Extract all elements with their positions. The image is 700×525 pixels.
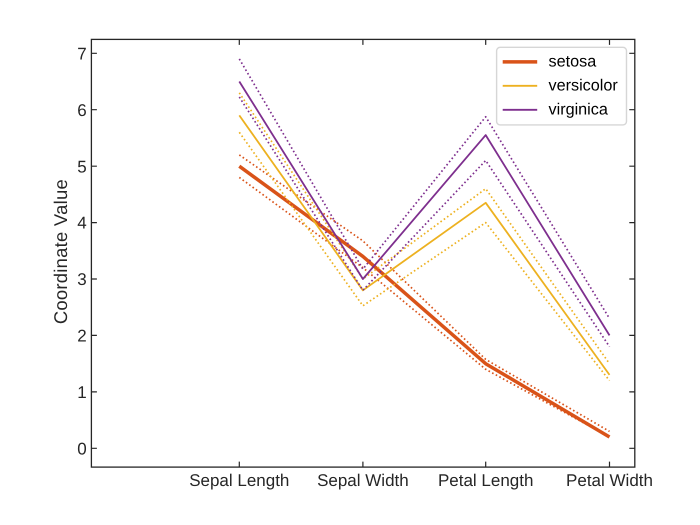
svg-text:2: 2 (77, 327, 86, 346)
svg-text:4: 4 (77, 214, 86, 233)
svg-text:Sepal Width: Sepal Width (317, 471, 409, 490)
svg-text:setosa: setosa (549, 53, 597, 71)
svg-text:Sepal Length: Sepal Length (189, 471, 289, 490)
svg-text:0: 0 (77, 439, 86, 458)
svg-text:Petal Width: Petal Width (566, 471, 653, 490)
svg-text:Coordinate Value: Coordinate Value (50, 179, 71, 324)
svg-text:versicolor: versicolor (549, 76, 619, 94)
svg-text:1: 1 (77, 383, 86, 402)
svg-text:5: 5 (77, 157, 86, 176)
svg-text:7: 7 (77, 44, 86, 63)
svg-text:Petal Length: Petal Length (438, 471, 533, 490)
svg-text:3: 3 (77, 270, 86, 289)
svg-text:virginica: virginica (549, 100, 608, 118)
svg-text:6: 6 (77, 101, 86, 120)
